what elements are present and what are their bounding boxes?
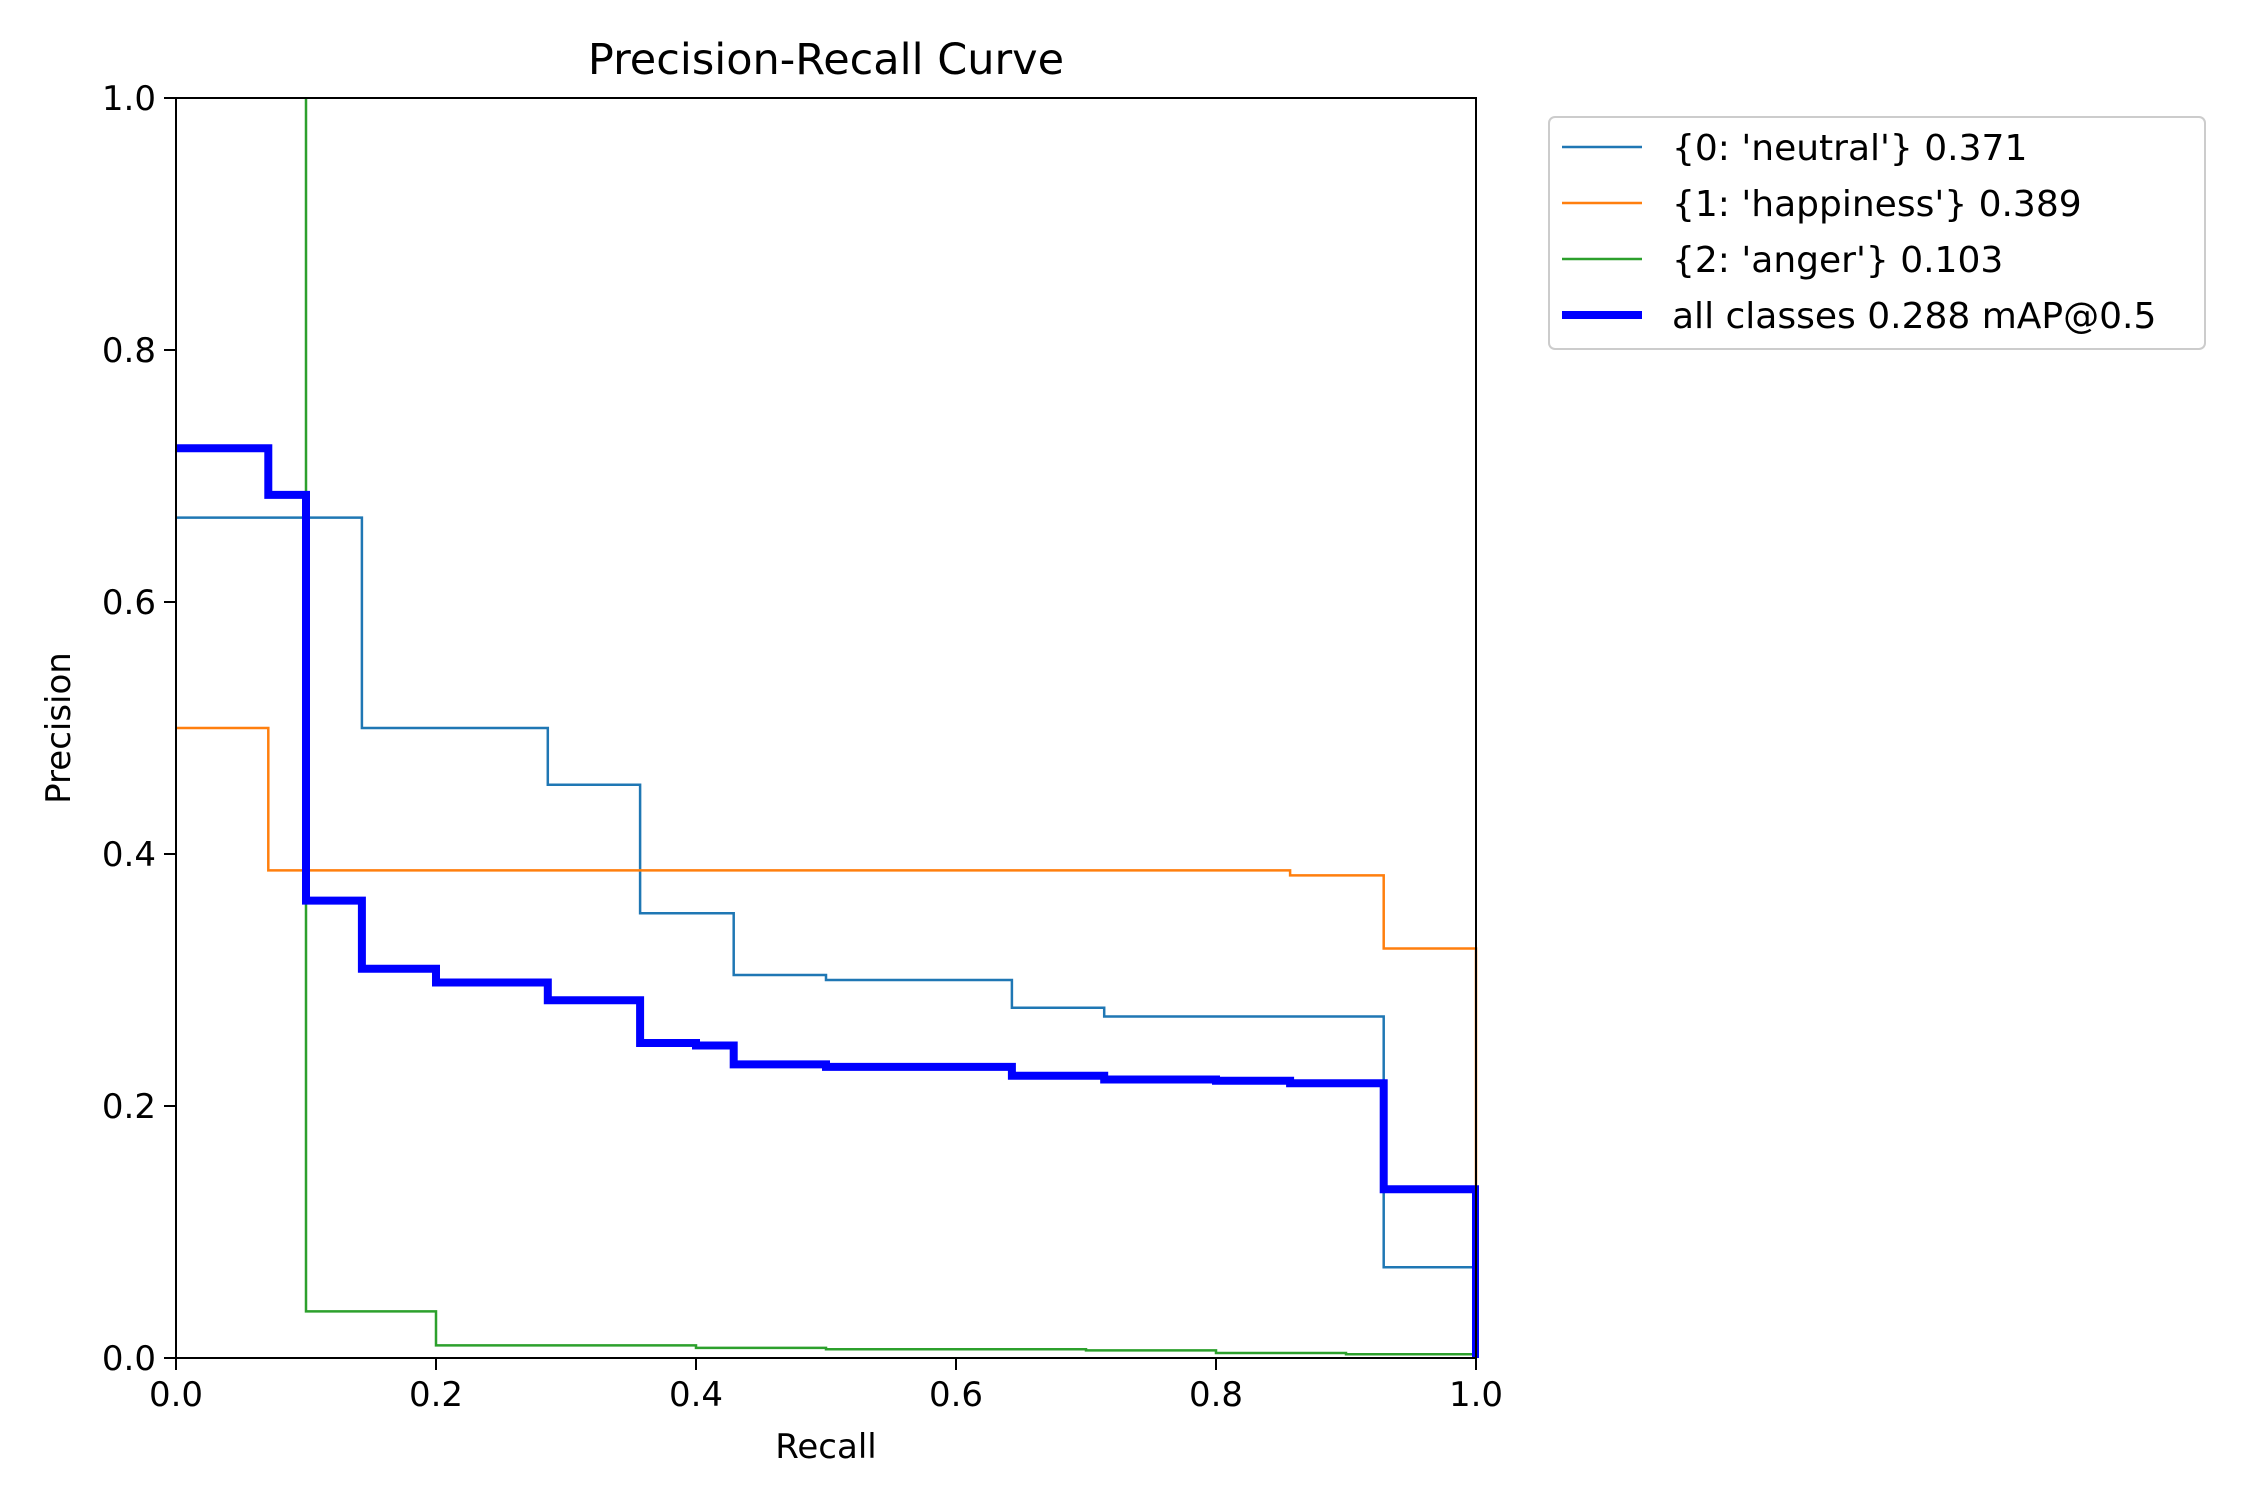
- plot-frame: [175, 97, 1477, 1359]
- legend-label-1-happiness-0-389: {1: 'happiness'} 0.389: [1672, 184, 2082, 225]
- x-tick-label: 1.0: [1449, 1375, 1503, 1415]
- x-tick-label: 0.2: [409, 1375, 463, 1415]
- series-line-0-neutral-0-371: [176, 516, 1478, 1358]
- series-line-1-happiness-0-389: [176, 726, 1478, 1358]
- x-tick-label: 0.8: [1189, 1375, 1243, 1415]
- x-axis-ticks: 0.0 0.2 0.4 0.6 0.8 1.0: [149, 1358, 1503, 1415]
- legend-label-0-neutral-0-371: {0: 'neutral'} 0.371: [1672, 128, 2027, 169]
- legend-label-2-anger-0-103: {2: 'anger'} 0.103: [1672, 240, 2003, 281]
- legend-label-all-classes-0-288-map-0-5: all classes 0.288 mAP@0.5: [1672, 296, 2156, 337]
- y-tick-label: 1.0: [102, 79, 156, 119]
- y-tick-label: 0.6: [102, 583, 156, 623]
- series-layer: [176, 98, 1479, 1358]
- legend: {0: 'neutral'} 0.371 {1: 'happiness'} 0.3…: [1548, 116, 2206, 350]
- series-line-all-classes-0-288-map-0-5: [176, 444, 1479, 1358]
- chart-title: Precision-Recall Curve: [588, 35, 1064, 85]
- series-line-2-anger-0-103: [304, 98, 1478, 1358]
- legend-items: {0: 'neutral'} 0.371 {1: 'happiness'} 0.3…: [1562, 128, 2156, 337]
- y-axis-label: Precision: [39, 652, 79, 804]
- legend-box: [1548, 116, 2206, 350]
- x-axis-label: Recall: [775, 1427, 876, 1467]
- x-tick-label: 0.6: [929, 1375, 983, 1415]
- y-axis-ticks: 0.0 0.2 0.4 0.6 0.8 1.0: [102, 79, 176, 1379]
- y-tick-label: 0.8: [102, 331, 156, 371]
- y-tick-label: 0.4: [102, 835, 156, 875]
- x-tick-label: 0.0: [149, 1375, 203, 1415]
- y-tick-label: 0.0: [102, 1339, 156, 1379]
- y-tick-label: 0.2: [102, 1087, 156, 1127]
- x-tick-label: 0.4: [669, 1375, 723, 1415]
